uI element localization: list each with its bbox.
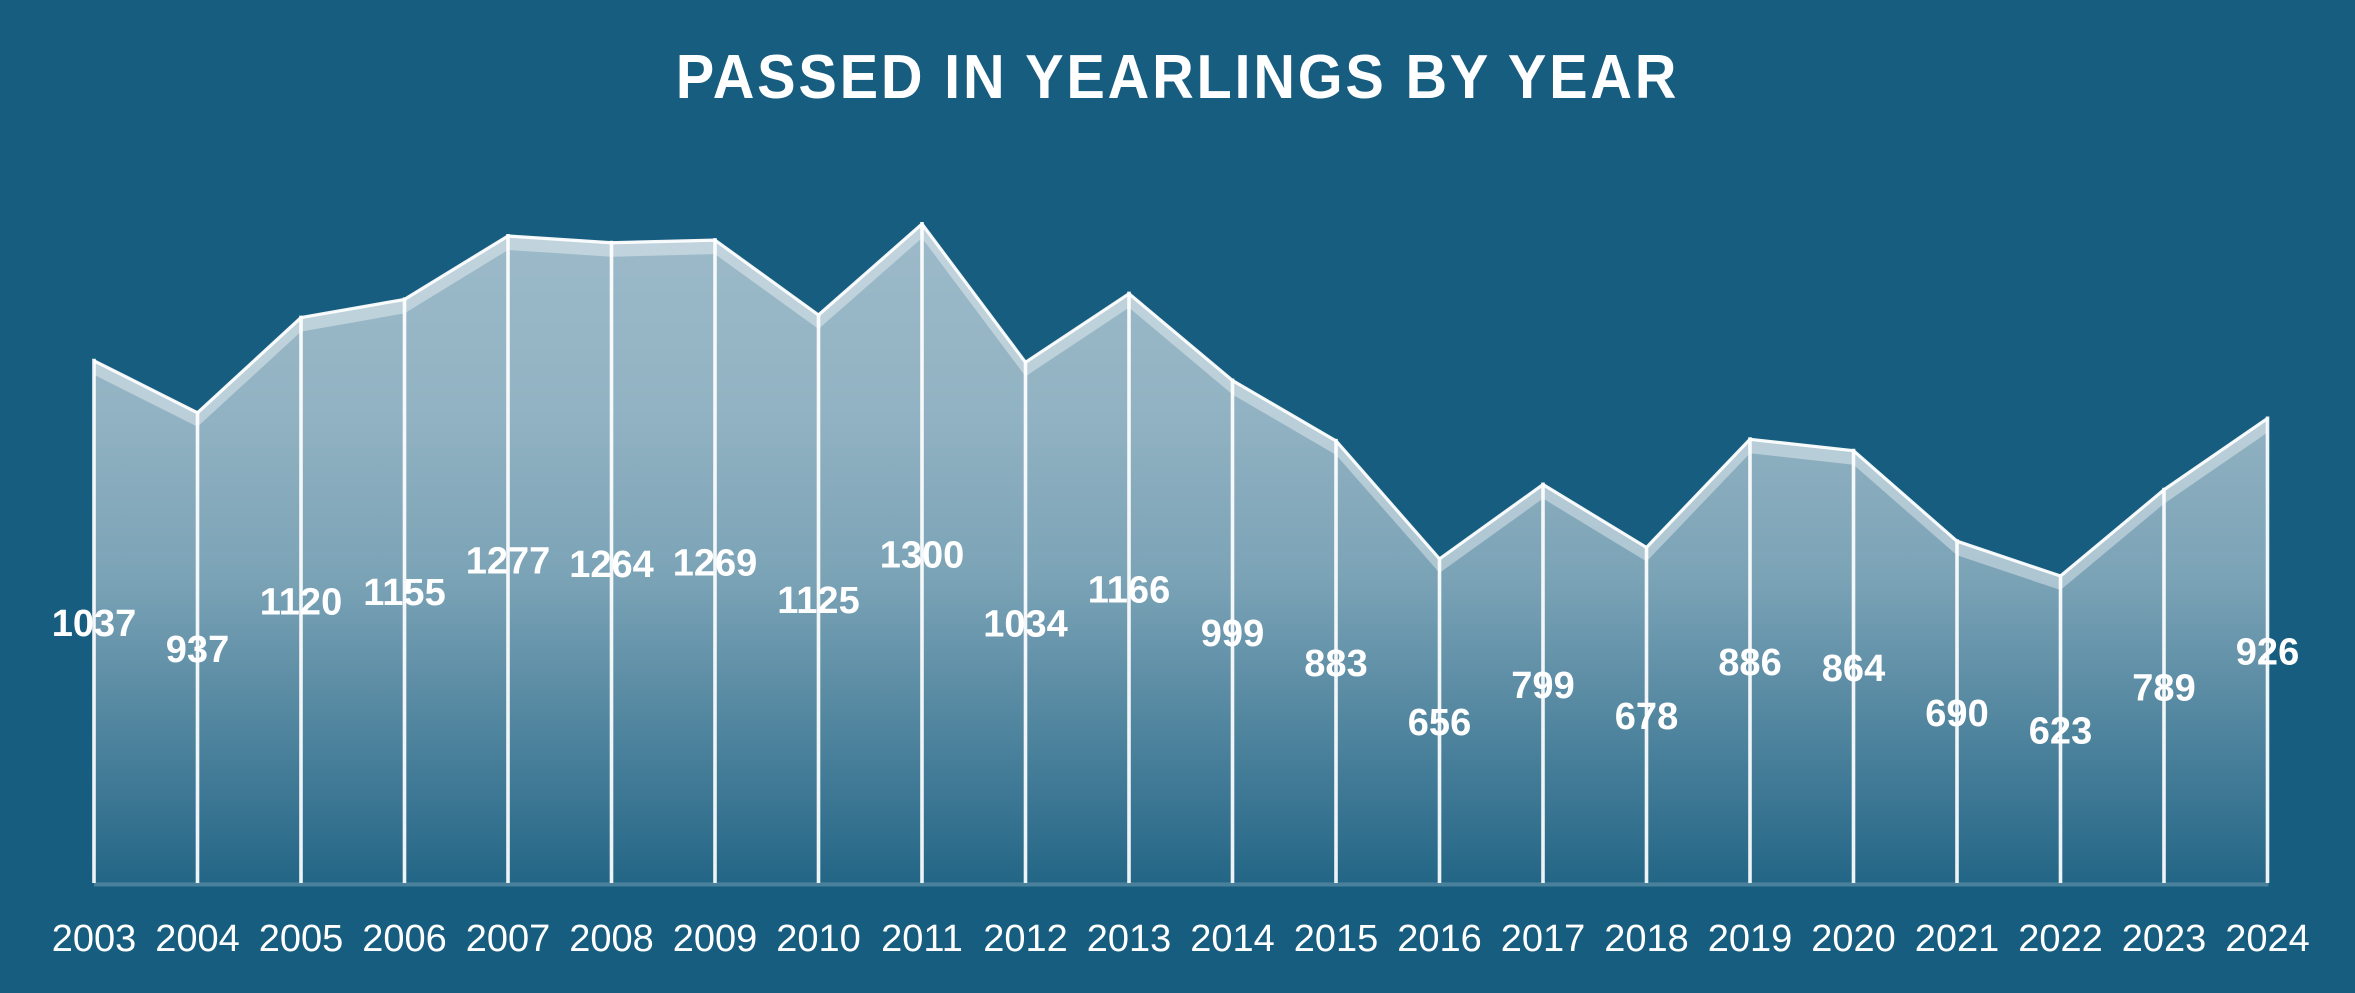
value-label-2017: 799 [1511,665,1574,707]
value-label-2008: 1264 [569,544,654,586]
value-label-2004: 937 [166,629,229,671]
year-label-2013: 2013 [1087,918,1172,960]
year-label-2003: 2003 [52,918,137,960]
year-label-2007: 2007 [466,918,551,960]
value-label-2005: 1120 [260,581,342,623]
value-label-2015: 883 [1304,643,1367,685]
year-label-2010: 2010 [776,918,861,960]
value-label-2011: 1300 [880,535,965,577]
value-label-2018: 678 [1615,696,1678,738]
value-label-2019: 886 [1718,642,1781,684]
year-label-2005: 2005 [259,918,344,960]
value-label-2003: 1037 [52,603,137,645]
year-label-2022: 2022 [2018,918,2103,960]
page-title: PASSED IN YEARLINGS BY YEAR [675,43,1680,112]
value-label-2010: 1125 [777,580,859,622]
year-label-2024: 2024 [2225,918,2310,960]
year-label-2023: 2023 [2122,918,2207,960]
value-label-2013: 1166 [1088,569,1170,611]
value-label-2016: 656 [1408,702,1471,744]
year-label-2009: 2009 [673,918,758,960]
value-label-2009: 1269 [673,543,758,585]
year-label-2017: 2017 [1501,918,1586,960]
year-label-2008: 2008 [569,918,654,960]
year-label-2021: 2021 [1915,918,2000,960]
value-label-2024: 926 [2236,632,2299,674]
area-fill [94,224,2268,883]
year-label-2011: 2011 [881,918,963,960]
value-label-2014: 999 [1201,613,1264,655]
value-label-2022: 623 [2029,711,2092,753]
value-label-2006: 1155 [363,572,445,614]
value-label-2023: 789 [2132,667,2195,709]
value-label-2021: 690 [1925,693,1988,735]
value-label-2007: 1277 [466,540,551,582]
year-label-2012: 2012 [983,918,1068,960]
year-label-2015: 2015 [1294,918,1379,960]
year-label-2016: 2016 [1397,918,1482,960]
top-edge-line [93,222,2269,578]
year-label-2020: 2020 [1811,918,1896,960]
value-label-2020: 864 [1822,648,1885,690]
year-label-2014: 2014 [1190,918,1275,960]
year-label-2004: 2004 [155,918,240,960]
value-label-2012: 1034 [983,604,1068,646]
year-label-2018: 2018 [1604,918,1689,960]
chart-header: PASSED IN YEARLINGS BY YEAR [0,42,2355,113]
year-label-2006: 2006 [362,918,447,960]
year-label-2019: 2019 [1708,918,1793,960]
